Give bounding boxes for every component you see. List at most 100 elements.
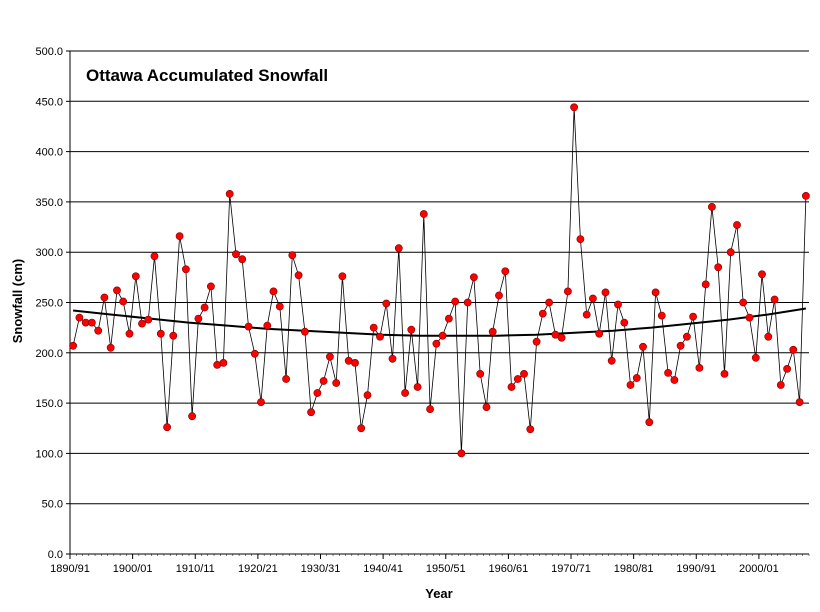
data-point (589, 294, 597, 303)
data-point (513, 375, 522, 383)
marker-layer (69, 103, 810, 458)
data-point (169, 331, 178, 340)
data-point (657, 311, 666, 320)
data-point (407, 325, 416, 334)
y-tick-label: 100.0 (35, 448, 63, 460)
data-point (758, 270, 766, 279)
data-point (194, 314, 203, 323)
data-point (75, 313, 84, 322)
tick-labels: 0.0 50.0 100.0 150.0 200.0 250.0 300.0 350.0 400… (35, 46, 778, 575)
data-point (582, 310, 591, 319)
x-tick-label: 1910/11 (176, 563, 215, 575)
data-point (138, 319, 146, 328)
x-tick-label: 1980/81 (614, 563, 654, 575)
data-point (802, 191, 810, 200)
y-axis-title: Snowfall (cm) (10, 259, 25, 344)
data-point (526, 425, 535, 434)
y-tick-label: 500.0 (35, 46, 63, 58)
data-point (244, 322, 253, 331)
data-point (206, 282, 215, 291)
x-tick-label: 1950/51 (426, 563, 466, 575)
data-point (288, 251, 297, 260)
y-tick-label: 350.0 (35, 197, 63, 209)
data-point (476, 369, 485, 378)
data-point (595, 329, 604, 338)
x-tick-label: 2000/01 (739, 563, 779, 575)
data-point (683, 332, 691, 341)
data-point (282, 375, 290, 383)
data-point (545, 298, 553, 307)
data-point (313, 389, 322, 397)
data-point (601, 288, 610, 297)
data-point (106, 343, 115, 352)
data-point (764, 332, 773, 341)
data-point (463, 298, 472, 307)
data-point (607, 356, 616, 365)
data-point (570, 103, 578, 112)
data-point (225, 189, 234, 198)
data-point (325, 352, 334, 361)
y-tick-label: 200.0 (35, 348, 63, 360)
data-point (632, 374, 641, 382)
data-point (369, 323, 378, 332)
y-tick-label: 0.0 (48, 549, 63, 561)
data-point (645, 418, 654, 427)
data-point (708, 202, 716, 211)
data-point (319, 377, 328, 385)
data-point (332, 379, 341, 387)
data-point (520, 369, 528, 378)
data-point (626, 381, 635, 389)
data-point (144, 315, 153, 324)
x-tick-label: 1890/91 (50, 563, 90, 575)
data-point (294, 271, 303, 280)
snowfall-line (72, 107, 807, 454)
data-point (307, 408, 315, 417)
data-point (125, 329, 134, 338)
data-point (695, 363, 704, 372)
data-point (789, 345, 798, 354)
data-point (413, 383, 422, 391)
data-point (751, 353, 760, 362)
data-point (639, 342, 647, 351)
data-point (363, 391, 372, 399)
data-point (664, 368, 672, 377)
data-point (250, 349, 259, 358)
data-point (388, 354, 397, 363)
data-point (94, 326, 103, 335)
x-axis-title: Year (425, 586, 452, 601)
data-point (532, 337, 541, 346)
y-tick-label: 450.0 (35, 96, 63, 108)
data-point (689, 312, 697, 321)
data-point (150, 252, 159, 261)
data-point (88, 318, 96, 327)
data-point (620, 318, 629, 327)
data-point (238, 255, 247, 264)
data-point (175, 232, 184, 240)
data-point (275, 302, 284, 311)
y-tick-label: 250.0 (35, 298, 63, 310)
data-point (564, 287, 572, 296)
data-point (300, 327, 309, 336)
data-point (131, 272, 140, 281)
data-point (720, 369, 729, 378)
data-point (257, 398, 265, 406)
y-tick-label: 300.0 (35, 247, 63, 259)
axis-layer (66, 50, 810, 559)
data-point (776, 381, 785, 389)
data-point (200, 303, 209, 312)
data-point (482, 403, 491, 411)
y-tick-label: 400.0 (35, 147, 63, 159)
data-point (676, 341, 685, 350)
data-point (438, 331, 447, 340)
data-point (357, 424, 366, 433)
data-point (376, 332, 384, 341)
data-point (382, 299, 391, 308)
data-point (419, 210, 428, 218)
data-point (119, 297, 128, 306)
data-point (338, 272, 347, 281)
data-point (426, 405, 434, 413)
data-point (576, 235, 585, 243)
data-point (670, 376, 679, 384)
x-tick-label: 1920/21 (238, 563, 278, 575)
